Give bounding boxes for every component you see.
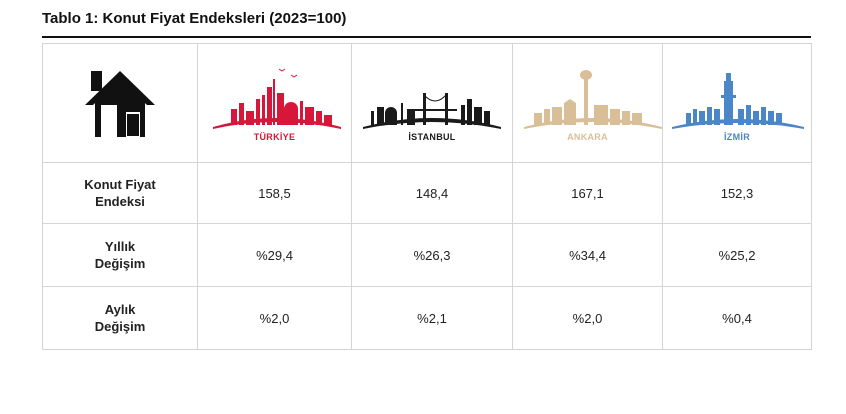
city-cell-turkiye: TÜRKİYE	[197, 43, 352, 163]
table-row: Yıllık Değişim %29,4 %26,3 %34,4 %25,2	[42, 223, 812, 287]
row-label: Aylık Değişim	[42, 286, 198, 350]
table-cell: %2,1	[351, 286, 513, 350]
city-name-ankara: ANKARA	[567, 132, 608, 142]
city-name-izmir: İZMİR	[724, 132, 750, 142]
house-icon-cell	[42, 43, 198, 163]
table-cell: 148,4	[351, 162, 513, 224]
city-cell-izmir: İZMİR	[662, 43, 812, 163]
row-label: Konut Fiyat Endeksi	[42, 162, 198, 224]
table-cell: %2,0	[197, 286, 352, 350]
city-cell-istanbul: İSTANBUL	[351, 43, 513, 163]
table-cell: 167,1	[512, 162, 663, 224]
table-cell: 152,3	[662, 162, 812, 224]
izmir-skyline-icon	[672, 73, 804, 129]
row-label: Yıllık Değişim	[42, 223, 198, 287]
table-cell: 158,5	[197, 162, 352, 224]
city-cell-ankara: ANKARA	[512, 43, 663, 163]
turkiye-skyline-icon	[213, 68, 341, 129]
table-cell: %0,4	[662, 286, 812, 350]
ankara-skyline-icon	[524, 70, 662, 129]
city-name-istanbul: İSTANBUL	[408, 132, 456, 142]
table-title: Tablo 1: Konut Fiyat Endeksleri (2023=10…	[42, 10, 347, 27]
istanbul-skyline-icon	[363, 93, 501, 129]
house-icon	[85, 71, 155, 137]
table-cell: %29,4	[197, 223, 352, 287]
table-cell: %34,4	[512, 223, 663, 287]
table-row: Konut Fiyat Endeksi 158,5 148,4 167,1 15…	[42, 162, 812, 224]
table-cell: %2,0	[512, 286, 663, 350]
title-rule	[42, 36, 811, 38]
table-cell: %25,2	[662, 223, 812, 287]
table-header-row: TÜRKİYE	[42, 43, 812, 163]
table-row: Aylık Değişim %2,0 %2,1 %2,0 %0,4	[42, 286, 812, 350]
table-cell: %26,3	[351, 223, 513, 287]
index-table: TÜRKİYE	[42, 43, 812, 350]
city-name-turkiye: TÜRKİYE	[253, 132, 296, 142]
